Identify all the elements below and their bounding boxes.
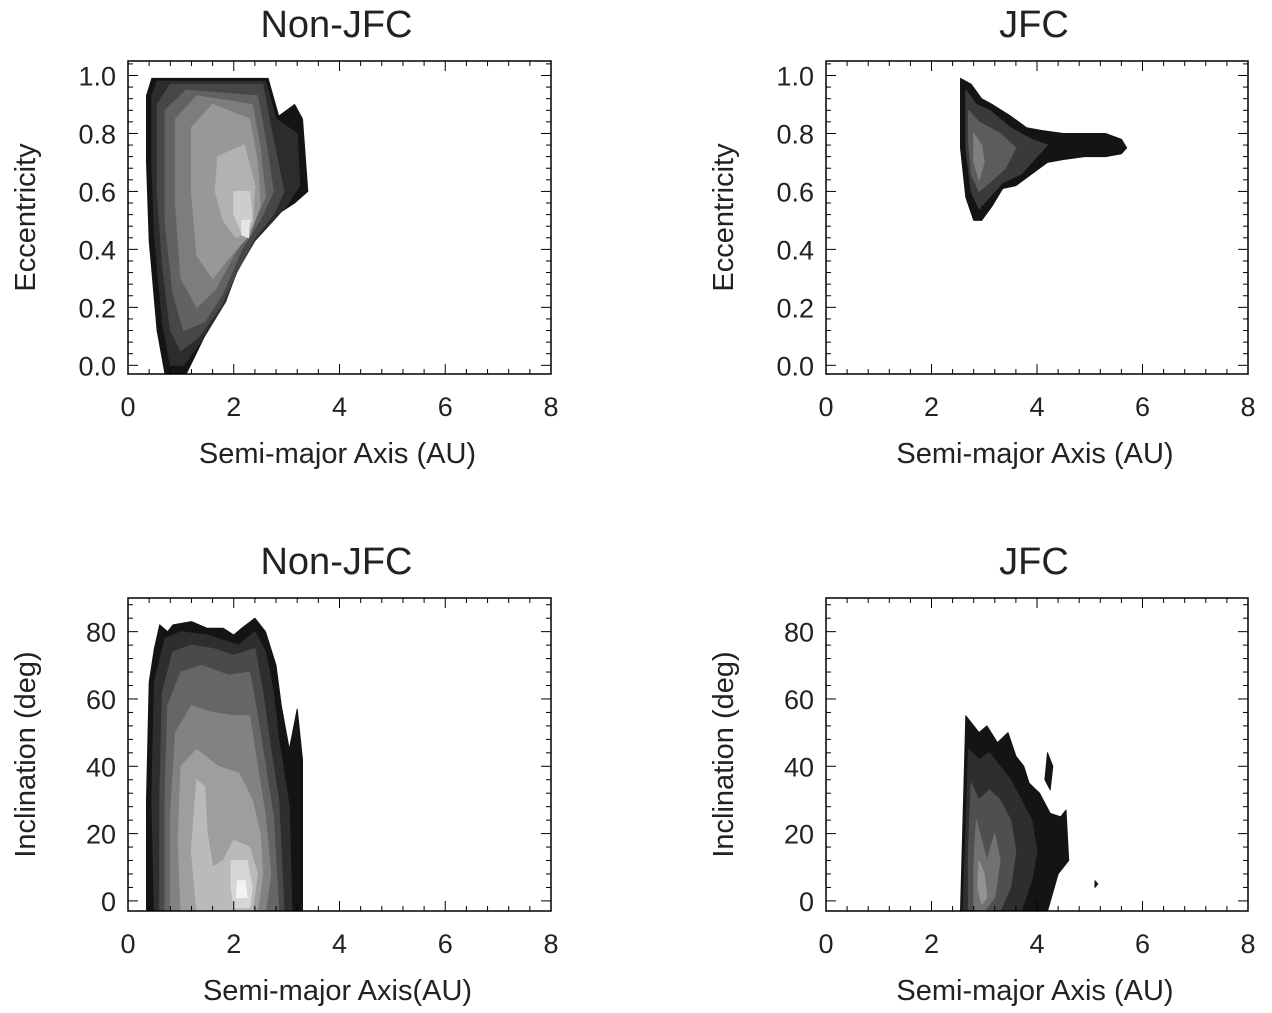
contour-group <box>147 618 303 911</box>
y-tick-label: 40 <box>784 752 814 782</box>
x-axis-label: Semi-major Axis (AU) <box>896 438 1173 470</box>
x-tick-label: 2 <box>924 929 939 959</box>
y-tick-label: 0 <box>799 887 814 917</box>
chart-title: Non-JFC <box>260 4 412 46</box>
contour-group <box>961 716 1098 911</box>
y-axis-label: Eccentricity <box>708 143 740 292</box>
plot-frame <box>826 61 1248 374</box>
chart-panel-jfc-ecc: 0 2 4 6 8 0.0 0.2 0.4 0.6 0.8 1.0 JFC Semi-major Axi… <box>708 4 1256 470</box>
y-tick-label: 0.8 <box>776 119 814 149</box>
x-tick-label: 2 <box>226 929 241 959</box>
y-axis-label: Eccentricity <box>10 143 42 292</box>
x-tick-label: 6 <box>438 929 453 959</box>
x-axis-label: Semi-major Axis (AU) <box>199 438 476 470</box>
x-tick-label: 0 <box>818 929 833 959</box>
y-tick-label: 0.2 <box>78 293 116 323</box>
x-tick-label: 0 <box>120 392 135 422</box>
x-axis-label: Semi-major Axis(AU) <box>203 975 472 1007</box>
y-tick-label: 0.4 <box>78 235 116 265</box>
x-tick-label: 0 <box>818 392 833 422</box>
y-tick-label: 0.2 <box>776 293 814 323</box>
y-tick-label: 80 <box>86 618 116 648</box>
x-tick-label: 4 <box>332 392 347 422</box>
x-tick-label: 4 <box>1029 929 1044 959</box>
x-tick-label: 6 <box>438 392 453 422</box>
y-tick-label: 0.0 <box>776 351 814 381</box>
y-tick-label: 0 <box>101 887 116 917</box>
y-tick-label: 20 <box>86 820 116 850</box>
x-axis-label: Semi-major Axis (AU) <box>896 975 1173 1007</box>
contour-group <box>147 78 308 374</box>
contour-level-6 <box>1095 881 1098 888</box>
x-tick-label: 6 <box>1135 392 1150 422</box>
y-tick-label: 1.0 <box>78 61 116 91</box>
contour-level-8 <box>236 881 247 898</box>
y-tick-label: 60 <box>86 685 116 715</box>
x-tick-label: 2 <box>924 392 939 422</box>
x-tick-label: 8 <box>1240 929 1255 959</box>
y-tick-label: 0.6 <box>776 177 814 207</box>
y-tick-label: 0.0 <box>78 351 116 381</box>
y-axis-label: Inclination (deg) <box>10 651 42 857</box>
chart-title: JFC <box>999 541 1069 583</box>
contour-group <box>961 78 1127 220</box>
chart-panel-nonjfc-ecc: 0 2 4 6 8 0.0 0.2 0.4 0.6 0.8 1.0 Non-JFC Semi-major… <box>10 4 559 470</box>
y-tick-label: 0.6 <box>78 177 116 207</box>
x-tick-label: 4 <box>1029 392 1044 422</box>
y-tick-label: 20 <box>784 820 814 850</box>
y-tick-label: 1.0 <box>776 61 814 91</box>
y-tick-label: 0.8 <box>78 119 116 149</box>
x-tick-label: 6 <box>1135 929 1150 959</box>
x-tick-label: 8 <box>1240 392 1255 422</box>
chart-title: JFC <box>999 4 1069 46</box>
chart-title: Non-JFC <box>260 541 412 583</box>
contour-level-8 <box>242 220 250 237</box>
y-tick-label: 80 <box>784 618 814 648</box>
x-tick-label: 0 <box>120 929 135 959</box>
y-tick-label: 0.4 <box>776 235 814 265</box>
x-tick-label: 8 <box>543 929 558 959</box>
x-tick-label: 8 <box>543 392 558 422</box>
x-tick-label: 4 <box>332 929 347 959</box>
y-tick-label: 40 <box>86 752 116 782</box>
x-tick-label: 2 <box>226 392 241 422</box>
y-axis-label: Inclination (deg) <box>708 651 740 857</box>
contour-level-5 <box>1045 753 1053 790</box>
y-tick-label: 60 <box>784 685 814 715</box>
